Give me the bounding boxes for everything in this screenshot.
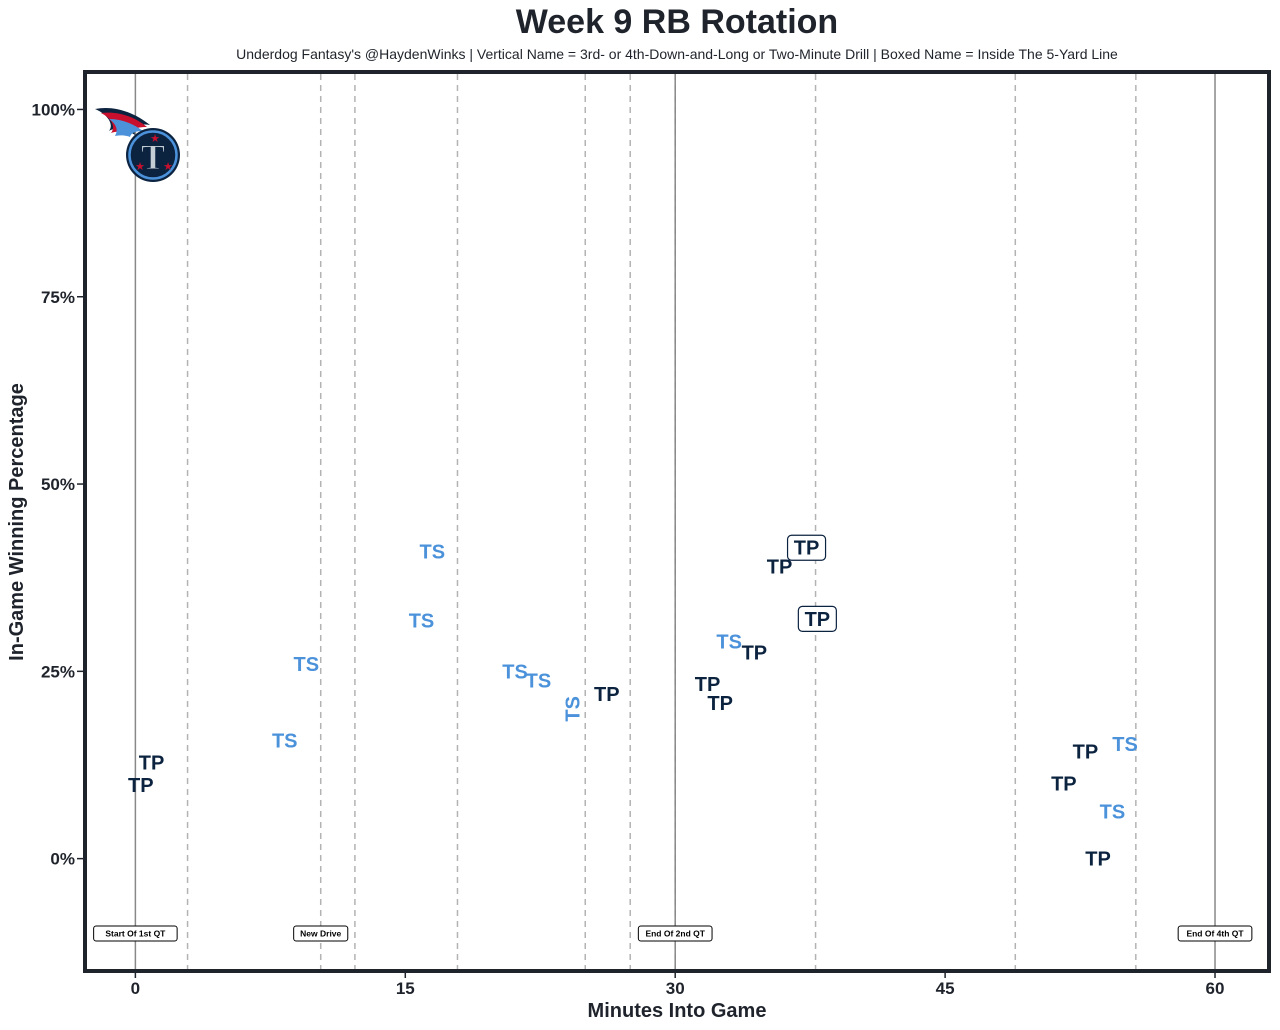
- point-label-ts: TS: [502, 661, 528, 683]
- point-label-tp: TP: [1073, 741, 1099, 763]
- logo-letter: T: [141, 137, 165, 177]
- reference-lines: [134, 74, 1216, 969]
- point-label-tp: TP: [594, 684, 620, 706]
- chart-subtitle: Underdog Fantasy's @HaydenWinks | Vertic…: [236, 46, 1118, 62]
- point-label-tp: TP: [139, 753, 165, 775]
- point-label-tp: TP: [742, 643, 768, 665]
- point-label-ts: TS: [1100, 801, 1126, 823]
- point-box: [797, 605, 837, 632]
- point-label-ts: TS: [272, 730, 298, 752]
- logo-star-top: ★: [150, 132, 160, 145]
- annotation-box: [1177, 925, 1253, 942]
- logo-star-right: ★: [163, 160, 173, 173]
- point-label-ts: TS: [409, 610, 435, 632]
- point-label-ts: TS: [420, 541, 446, 563]
- point-label-tp: TP: [1051, 774, 1077, 796]
- point-label-tp: TP: [794, 538, 820, 560]
- annotation-label: End Of 4th QT: [1186, 929, 1244, 939]
- titans-logo: T ★ ★ ★: [95, 107, 180, 182]
- y-tick-label: 75%: [41, 288, 75, 307]
- point-box: [786, 534, 827, 561]
- logo-inner-circle: [133, 135, 173, 175]
- x-axis: 0 15 30 45 60: [131, 973, 1225, 998]
- chart-title: Week 9 RB Rotation: [516, 3, 838, 41]
- y-tick-label: 50%: [41, 475, 75, 494]
- point-label-tp: TP: [1085, 849, 1111, 871]
- annotation-label: New Drive: [300, 929, 341, 939]
- x-tick-label: 0: [131, 979, 140, 998]
- point-label-ts: TS: [526, 670, 552, 692]
- x-tick-label: 60: [1206, 979, 1225, 998]
- point-label-tp: TP: [128, 775, 154, 797]
- y-tick-label: 0%: [50, 850, 75, 869]
- logo-star-left: ★: [135, 160, 145, 173]
- point-label-ts: TS: [563, 696, 585, 722]
- x-tick-label: 30: [666, 979, 685, 998]
- annotation-box: [637, 925, 713, 942]
- logo-ring: [128, 130, 178, 180]
- x-tick-label: 45: [936, 979, 955, 998]
- y-axis: 0% 25% 50% 75% 100%: [32, 100, 83, 869]
- point-label-tp: TP: [767, 556, 793, 578]
- annotations: Start Of 1st QT New Drive End Of 2nd QT End…: [93, 925, 1253, 942]
- annotation-box: [293, 925, 349, 942]
- y-axis-title: In-Game Winning Percentage: [6, 383, 28, 661]
- point-label-ts: TS: [1112, 734, 1138, 756]
- y-tick-label: 25%: [41, 662, 75, 681]
- x-axis-title: Minutes Into Game: [588, 1000, 767, 1022]
- annotation-label: End Of 2nd QT: [645, 929, 705, 939]
- annotation-label: Start Of 1st QT: [105, 929, 166, 939]
- point-label-tp: TP: [707, 693, 733, 715]
- plot-frame: [83, 70, 1271, 973]
- annotation-box: [93, 925, 178, 942]
- point-label-ts: TS: [716, 631, 742, 653]
- point-label-tp: TP: [805, 609, 831, 631]
- point-label-ts: TS: [294, 654, 320, 676]
- point-label-tp: TP: [695, 674, 721, 696]
- y-tick-label: 100%: [32, 100, 75, 119]
- logo-flame-blue: [109, 119, 143, 137]
- x-tick-label: 15: [396, 979, 415, 998]
